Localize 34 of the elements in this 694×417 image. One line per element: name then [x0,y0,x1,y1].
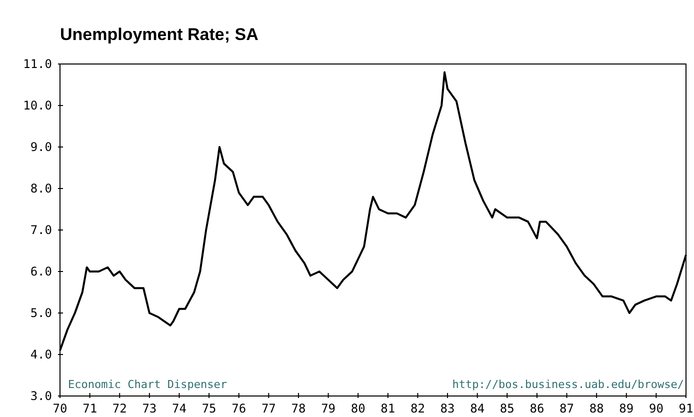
x-tick-label: 71 [82,402,98,416]
x-tick-label: 87 [560,402,574,416]
x-tick-label: 78 [291,402,306,416]
x-tick-label: 73 [142,402,157,416]
x-tick-label: 84 [470,402,485,416]
x-tick-label: 85 [500,402,514,416]
x-tick-label: 82 [410,402,425,416]
x-tick-label: 72 [112,402,127,416]
x-tick-label: 86 [530,402,544,416]
y-tick-label: 5.0 [30,306,52,320]
y-tick-label: 11.0 [23,56,52,71]
annotation: http://bos.business.uab.edu/browse/ [452,378,684,391]
x-tick-label: 70 [52,402,68,416]
x-tick-label: 75 [202,402,216,416]
x-tick-label: 80 [350,402,366,416]
y-tick-label: 8.0 [30,181,52,196]
x-tick-label: 77 [261,402,276,416]
x-tick-label: 91 [678,402,694,416]
y-tick-label: 9.0 [30,140,52,154]
y-tick-label: 3.0 [30,388,52,403]
chart-title: Unemployment Rate; SA [60,25,258,44]
x-tick-label: 83 [440,402,455,416]
y-tick-label: 4.0 [30,347,52,362]
x-tick-label: 81 [380,402,396,416]
y-tick-label: 7.0 [30,222,52,237]
annotation: Economic Chart Dispenser [68,378,228,391]
x-tick-label: 79 [321,402,336,416]
y-tick-label: 10.0 [23,98,52,112]
x-tick-label: 74 [172,402,186,416]
x-tick-label: 76 [232,402,246,416]
x-tick-label: 90 [648,402,664,416]
x-tick-label: 89 [619,402,634,416]
x-tick-label: 88 [589,402,604,416]
y-tick-label: 6.0 [30,264,52,278]
